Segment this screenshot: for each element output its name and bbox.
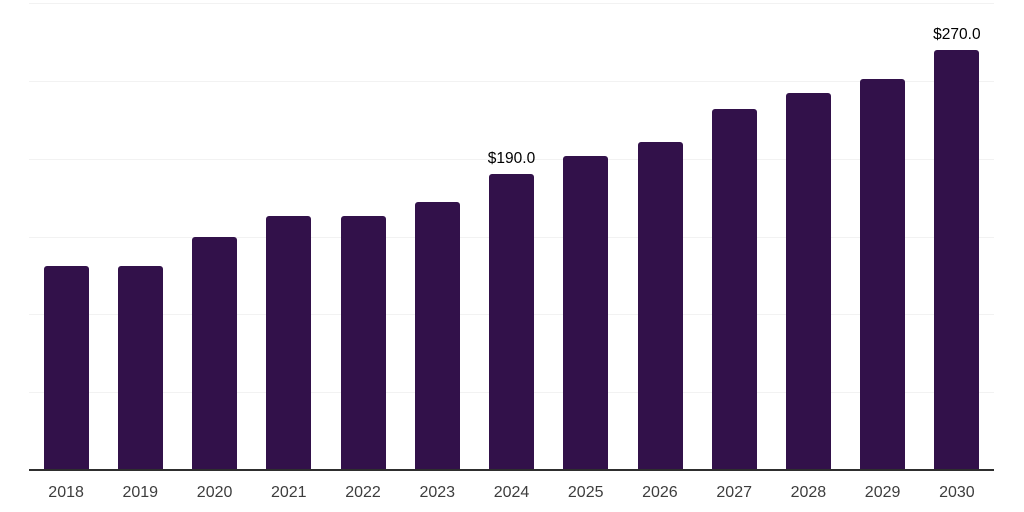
x-tick-label-2027: 2027: [716, 484, 752, 501]
bar-2022: [340, 216, 386, 470]
x-axis-line: [29, 469, 994, 471]
x-tick-label-2023: 2023: [419, 484, 456, 501]
bar-2018: [43, 266, 89, 470]
bar-2026: [637, 141, 683, 470]
x-tick-label-2026: 2026: [642, 484, 678, 501]
gridline: [29, 3, 994, 4]
x-tick-label-2025: 2025: [567, 484, 604, 501]
bar-2029: [860, 79, 906, 470]
x-tick-label-2019: 2019: [122, 484, 159, 501]
x-tick-label-2024: 2024: [493, 484, 530, 501]
x-tick-label-2018: 2018: [48, 484, 84, 501]
bar-2023: [414, 202, 460, 470]
bar-2019: [117, 266, 163, 470]
bar-2028: [785, 93, 831, 470]
bar-2025: [563, 155, 609, 470]
gridline: [29, 80, 994, 82]
gridline: [29, 158, 994, 160]
x-tick-label-2030: 2030: [939, 484, 975, 501]
bar-2030: [934, 49, 980, 470]
bar-2020: [192, 236, 238, 470]
x-tick-label-2021: 2021: [270, 484, 307, 501]
bar-2024: [489, 174, 534, 470]
data-label-2024: $190.0: [487, 150, 536, 168]
x-tick-label-2028: 2028: [790, 484, 827, 501]
x-tick-label-2022: 2022: [345, 484, 381, 501]
x-tick-label-2020: 2020: [196, 484, 233, 501]
bar-2021: [266, 216, 312, 470]
data-label-2030: $270.0: [933, 25, 981, 43]
x-tick-label-2029: 2029: [864, 484, 901, 501]
bar-2027: [711, 108, 757, 470]
